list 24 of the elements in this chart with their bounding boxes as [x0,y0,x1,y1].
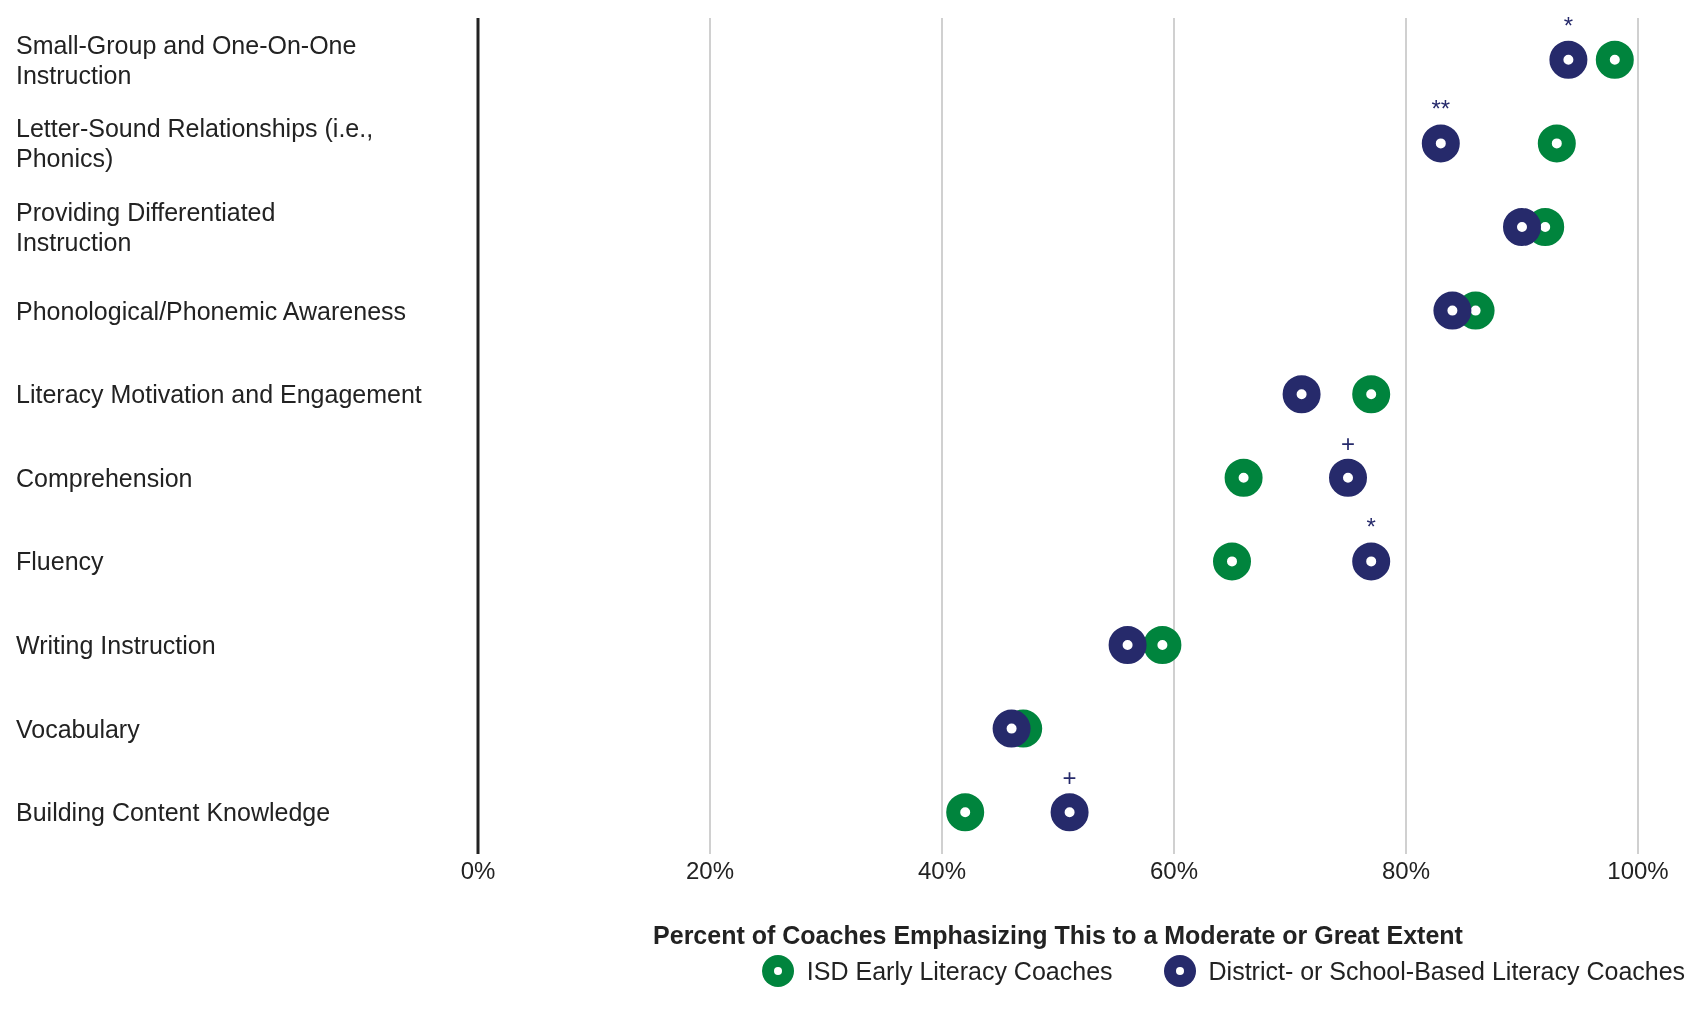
annotation: ** [1431,95,1451,123]
x-tick-label: 60% [1149,857,1199,885]
y-tick-label: Small-Group and One-On-One Instruction [16,30,357,89]
y-tick-label: Providing Differentiated Instruction [16,198,276,256]
x-tick-label: 0% [460,857,496,885]
x-tick-label: 80% [1381,857,1431,885]
legend-label: ISD Early Literacy Coaches [805,955,1113,987]
annotation: * [1366,513,1376,541]
y-tick-label: Phonological/Phonemic Awareness [16,296,407,325]
annotation: * [1563,11,1574,39]
legend-label: District- or School-Based Literacy Coaches [1207,955,1686,987]
x-tick-label: 20% [685,857,735,885]
annotation: + [1062,764,1077,792]
y-tick-label: Letter-Sound Relationships (i.e., Phonics) [16,114,374,173]
y-tick-label: Vocabulary [16,714,141,743]
x-axis-title: Percent of Coaches Emphasizing This to a Moderate or Great Extent [653,921,1464,949]
y-tick-label: Comprehension [16,463,193,492]
y-tick-label: Fluency [16,547,105,576]
annotation: + [1340,429,1356,457]
y-tick-label: Building Content Knowledge [16,798,331,827]
x-tick-label: 100% [1607,857,1669,885]
y-tick-label: Writing Instruction [16,631,216,659]
y-tick-label: Literacy Motivation and Engagement [16,380,422,409]
x-tick-label: 40% [917,857,967,885]
